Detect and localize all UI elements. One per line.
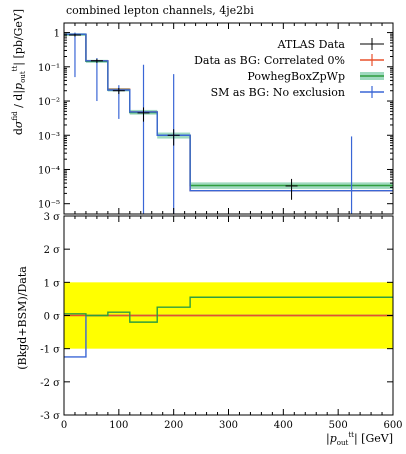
svg-text:(Bkgd+BSM)/Data: (Bkgd+BSM)/Data <box>16 266 29 370</box>
y-tick-label: 1 <box>54 29 60 40</box>
ratio-y-tick-label: 0 σ <box>44 312 61 323</box>
y-tick-label: 10⁻² <box>38 97 60 108</box>
ratio-panel: -3 σ -2 σ -1 σ 0 σ 1 σ 2 σ 3 σ 0 100 200 300 400 500… <box>40 212 402 431</box>
legend-label-correlated: Data as BG: Correlated 0% <box>194 54 345 67</box>
y-tick-label: 10⁻³ <box>38 131 60 142</box>
legend-label-atlas: ATLAS Data <box>277 38 346 51</box>
ratio-y-tick-label: 1 σ <box>44 278 61 289</box>
y-tick-label: 10⁻¹ <box>38 63 60 74</box>
x-tick-label: 0 <box>61 420 67 431</box>
legend: ATLAS Data Data as BG: Correlated 0% Pow… <box>194 38 384 99</box>
svg-text:dσfid / d|pouttt| [pb/GeV]: dσfid / d|pouttt| [pb/GeV] <box>11 9 27 135</box>
chart-title: combined lepton channels, 4je2bi <box>66 4 254 17</box>
y-axis-label-main: dσfid / d|pouttt| [pb/GeV] <box>11 9 27 135</box>
ratio-y-tick-label: -2 σ <box>40 378 60 389</box>
legend-label-sm: SM as BG: No exclusion <box>211 86 345 99</box>
x-tick-label: 200 <box>164 420 183 431</box>
x-axis-label: |pouttt| [GeV] <box>326 431 393 447</box>
main-panel: 1 10⁻¹ 10⁻² 10⁻³ 10⁻⁴ 10⁻⁵ <box>38 22 394 215</box>
ratio-line-1 <box>64 296 393 323</box>
ratio-y-tick-label: 2 σ <box>44 245 61 256</box>
y-tick-label: 10⁻⁴ <box>38 165 60 176</box>
y-axis-label-ratio: (Bkgd+BSM)/Data <box>16 266 29 370</box>
x-tick-label: 500 <box>329 420 348 431</box>
legend-label-powheg: PowhegBoxZpWp <box>247 70 345 83</box>
x-tick-label: 600 <box>383 420 402 431</box>
ratio-y-tick-label: 3 σ <box>44 212 61 223</box>
x-tick-label: 100 <box>109 420 128 431</box>
ratio-y-tick-label: -3 σ <box>40 411 60 422</box>
ratio-y-tick-label: -1 σ <box>40 345 60 356</box>
x-tick-label: 400 <box>274 420 293 431</box>
y-tick-label: 10⁻⁵ <box>38 200 60 211</box>
series-line-3 <box>64 33 393 192</box>
x-tick-label: 300 <box>219 420 238 431</box>
